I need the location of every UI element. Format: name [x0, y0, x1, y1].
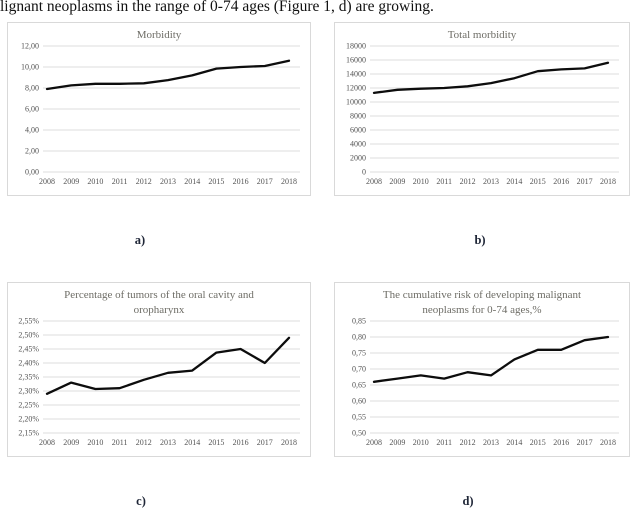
chart-panel-cumulative-risk: The cumulative risk of developing malign… — [334, 282, 630, 457]
panel-label-c: c) — [136, 494, 146, 508]
x-tick-label: 2014 — [184, 177, 200, 186]
x-tick-label: 2009 — [389, 438, 405, 447]
x-tick-label: 2015 — [208, 177, 224, 186]
x-tick-label: 2018 — [600, 177, 616, 186]
x-tick-label: 2015 — [208, 438, 224, 447]
x-tick-label: 2011 — [436, 438, 452, 447]
x-tick-label: 2015 — [530, 438, 546, 447]
panel-label-b: b) — [474, 233, 486, 247]
x-tick-label: 2016 — [553, 438, 569, 447]
y-tick-label: 0,85 — [352, 318, 366, 326]
x-tick-label: 2008 — [39, 438, 55, 447]
x-tick-label: 2013 — [483, 177, 499, 186]
x-tick-label: 2016 — [233, 177, 249, 186]
y-tick-label: 0 — [362, 168, 366, 177]
x-tick-label: 2014 — [506, 438, 522, 447]
x-tick-label: 2009 — [389, 177, 405, 186]
x-tick-label: 2010 — [87, 438, 103, 447]
x-tick-label: 2017 — [257, 177, 273, 186]
y-tick-label: 2,40% — [18, 359, 39, 368]
x-tick-label: 2011 — [112, 177, 128, 186]
y-tick-label: 0,50 — [352, 429, 366, 438]
panel-label-d: d) — [462, 494, 474, 508]
x-tick-label: 2010 — [413, 177, 429, 186]
x-tick-label: 2013 — [160, 438, 176, 447]
y-tick-label: 18000 — [346, 43, 366, 51]
x-tick-label: 2017 — [577, 177, 593, 186]
series-line — [45, 59, 291, 91]
x-tick-label: 2010 — [413, 438, 429, 447]
y-tick-label: 2,00 — [25, 147, 39, 156]
body-text-line: lignant neoplasms in the range of 0-74 a… — [0, 0, 434, 15]
chart-title: The cumulative risk of developing malign… — [382, 289, 582, 316]
y-tick-label: 2,55% — [18, 318, 39, 326]
y-tick-label: 0,60 — [352, 397, 366, 406]
x-tick-label: 2016 — [233, 438, 249, 447]
line-plot: 2,55% 2,50% 2,45% 2,40% 2,35% 2,30% 2,25% 2,20%… — [18, 318, 300, 447]
series-line — [372, 61, 610, 95]
y-tick-label: 12,00 — [21, 43, 39, 51]
x-tick-label: 2008 — [366, 438, 382, 447]
x-tick-label: 2015 — [530, 177, 546, 186]
y-tick-label: 2000 — [350, 154, 366, 163]
x-tick-label: 2012 — [460, 177, 476, 186]
x-tick-label: 2018 — [281, 177, 297, 186]
x-tick-label: 2011 — [112, 438, 128, 447]
x-tick-label: 2018 — [600, 438, 616, 447]
y-tick-label: 6000 — [350, 126, 366, 135]
x-tick-label: 2012 — [460, 438, 476, 447]
x-tick-label: 2018 — [281, 438, 297, 447]
chart-title: Percentage of tumors of the oral cavity … — [64, 289, 254, 316]
y-tick-label: 2,35% — [18, 373, 39, 382]
y-tick-label: 2,30% — [18, 387, 39, 396]
y-tick-label: 0,55 — [352, 413, 366, 422]
y-tick-label: 4000 — [350, 140, 366, 149]
x-tick-label: 2009 — [63, 438, 79, 447]
x-tick-label: 2008 — [366, 177, 382, 186]
y-tick-label: 2,25% — [18, 401, 39, 410]
x-tick-label: 2012 — [136, 438, 152, 447]
x-tick-label: 2009 — [63, 177, 79, 186]
x-tick-label: 2013 — [160, 177, 176, 186]
x-tick-label: 2017 — [577, 438, 593, 447]
y-tick-label: 10000 — [346, 98, 366, 107]
x-tick-label: 2010 — [87, 177, 103, 186]
chart-panel-oral-cavity-percentage: Percentage of tumors of the oral cavity … — [7, 282, 311, 457]
y-tick-label: 8,00 — [25, 84, 39, 93]
x-tick-label: 2014 — [184, 438, 200, 447]
y-tick-label: 8000 — [350, 112, 366, 121]
y-tick-label: 2,45% — [18, 345, 39, 354]
series-line — [45, 336, 291, 395]
chart-title: Total morbidity — [447, 29, 517, 41]
x-tick-label: 2011 — [436, 177, 452, 186]
y-tick-label: 6,00 — [25, 105, 39, 114]
y-tick-label: 0,00 — [25, 168, 39, 177]
x-tick-label: 2012 — [136, 177, 152, 186]
y-tick-label: 0,80 — [352, 333, 366, 342]
chart-panel-morbidity: Morbidity 12,00 10,00 8,00 6,00 4,00 2,00 0,00… — [7, 22, 311, 196]
series-line — [372, 335, 610, 383]
y-tick-label: 14000 — [346, 70, 366, 79]
y-tick-label: 4,00 — [25, 126, 39, 135]
y-tick-label: 2,15% — [18, 429, 39, 438]
panel-label-a: a) — [134, 233, 146, 247]
chart-panel-total-morbidity: Total morbidity 18000 16000 14000 12000 1000… — [334, 22, 630, 196]
y-tick-label: 12000 — [346, 84, 366, 93]
y-tick-label: 0,65 — [352, 381, 366, 390]
line-plot: 18000 16000 14000 12000 10000 8000 6000 4000 200… — [346, 43, 619, 186]
y-tick-label: 2,20% — [18, 415, 39, 424]
x-tick-label: 2017 — [257, 438, 273, 447]
x-tick-label: 2008 — [39, 177, 55, 186]
y-tick-label: 0,70 — [352, 365, 366, 374]
chart-title: Morbidity — [136, 29, 182, 41]
x-tick-label: 2013 — [483, 438, 499, 447]
y-tick-label: 10,00 — [21, 63, 39, 72]
y-tick-label: 0,75 — [352, 349, 366, 358]
x-tick-label: 2014 — [506, 177, 522, 186]
x-tick-label: 2016 — [553, 177, 569, 186]
y-tick-label: 2,50% — [18, 331, 39, 340]
y-tick-label: 16000 — [346, 56, 366, 65]
